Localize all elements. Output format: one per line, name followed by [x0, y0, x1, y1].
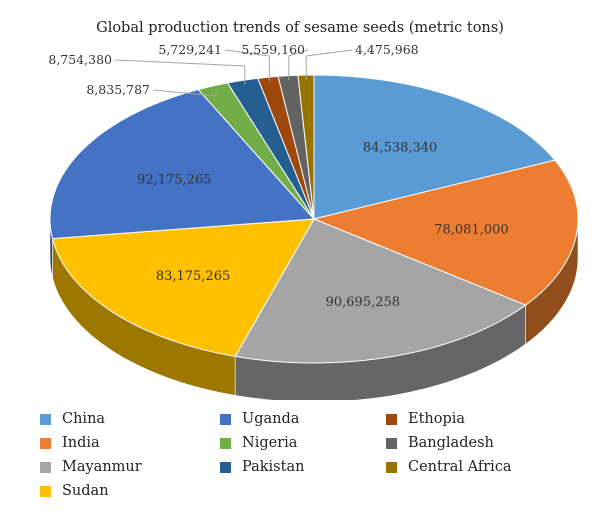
legend-item-china: China — [40, 408, 105, 430]
legend-swatch-china — [40, 413, 51, 425]
legend-label-sudan: Sudan — [62, 483, 109, 499]
legend-label-china: China — [62, 411, 106, 427]
legend-label-india: India — [62, 435, 100, 451]
leader-line-ethopia — [224, 49, 270, 82]
pie-chart: Global production trends of sesame seeds… — [48, 20, 579, 400]
pie-slice-mayanmur — [234, 218, 527, 364]
data-label-ethopia: 5,729,241 — [158, 42, 222, 57]
legend-swatch-nigeria — [220, 437, 231, 449]
data-label-uganda: 92,175,265 — [137, 172, 211, 187]
data-label-pakistan: 8,754,380 — [48, 52, 112, 67]
pie-slice-china — [313, 74, 556, 220]
legend-item-india: India — [40, 432, 100, 454]
legend-swatch-ethopia — [386, 413, 397, 425]
data-label-nigeria: 8,835,787 — [86, 82, 150, 97]
data-label-india: 78,081,000 — [434, 222, 508, 237]
leader-line-bangladesh — [288, 49, 309, 80]
leader-line-central-africa — [305, 49, 353, 80]
legend-item-sudan: Sudan — [40, 480, 109, 502]
legend-item-mayanmur: Mayanmur — [40, 456, 142, 478]
data-label-sudan: 83,175,265 — [156, 269, 230, 284]
leader-line-pakistan — [114, 59, 246, 85]
legend-label-ethopia: Ethopia — [408, 411, 466, 427]
legend-item-nigeria: Nigeria — [220, 432, 297, 454]
legend-label-central-africa: Central Africa — [408, 459, 512, 475]
legend-label-nigeria: Nigeria — [242, 435, 298, 451]
data-label-mayanmur: 90,695,258 — [326, 295, 400, 310]
pie-slice-uganda — [49, 88, 316, 240]
legend-swatch-central-africa — [386, 461, 397, 473]
legend-item-ethopia: Ethopia — [386, 408, 465, 430]
data-label-central-africa: 4,475,968 — [355, 42, 419, 57]
legend-item-uganda: Uganda — [220, 408, 299, 430]
legend-label-pakistan: Pakistan — [242, 459, 305, 475]
chart-legend: China India Mayanmur Sudan Uganda Nigeria Paki… — [40, 408, 580, 512]
legend-swatch-pakistan — [220, 461, 231, 473]
pie-slice-india — [312, 159, 579, 306]
legend-item-central-africa: Central Africa — [386, 456, 512, 478]
legend-label-uganda: Uganda — [242, 411, 300, 427]
legend-swatch-uganda — [220, 413, 231, 425]
legend-swatch-sudan — [40, 485, 51, 497]
legend-label-bangladesh: Bangladesh — [408, 435, 494, 451]
legend-label-mayanmur: Mayanmur — [62, 459, 142, 475]
legend-item-bangladesh: Bangladesh — [386, 432, 494, 454]
legend-item-pakistan: Pakistan — [220, 456, 304, 478]
legend-swatch-bangladesh — [386, 437, 397, 449]
chart-title: Global production trends of sesame seeds… — [96, 20, 504, 36]
leader-line-nigeria — [152, 89, 217, 97]
legend-swatch-mayanmur — [40, 461, 51, 473]
legend-swatch-india — [40, 437, 51, 449]
pie-slice-sudan — [51, 218, 315, 357]
data-label-china: 84,538,340 — [363, 140, 437, 155]
data-label-bangladesh: 5,559,160 — [241, 42, 305, 57]
